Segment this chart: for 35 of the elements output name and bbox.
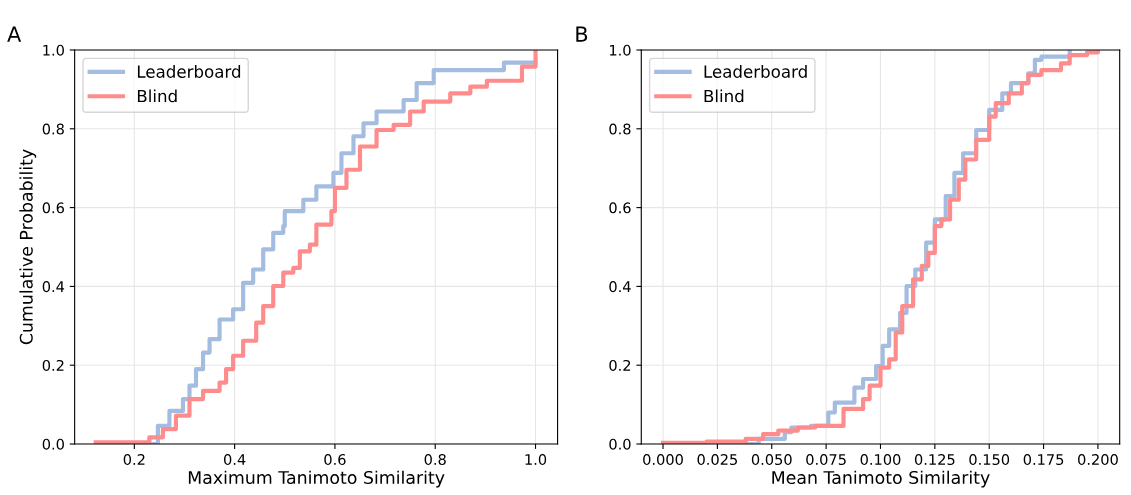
x-tick-label: 0.050 — [751, 453, 792, 466]
x-tick-label: 0.2 — [123, 453, 145, 466]
x-tick-label: 0.175 — [1023, 453, 1064, 466]
y-tick-label: 0.4 — [609, 281, 631, 293]
legend-label: Blind — [704, 89, 744, 103]
x-tick-label: 0.6 — [324, 453, 346, 466]
x-tick-label: 1.0 — [525, 453, 547, 466]
y-tick-label: 0.6 — [609, 202, 631, 214]
x-tick-label: 0.100 — [860, 453, 901, 466]
y-tick-label: 0.2 — [609, 359, 631, 371]
legend-label: Leaderboard — [137, 65, 241, 78]
y-tick-label: 0.6 — [42, 202, 65, 214]
y-tick-label: 0.8 — [609, 123, 631, 135]
y-tick-label: 1.0 — [609, 44, 631, 56]
x-axis-title: Mean Tanimoto Similarity — [772, 470, 990, 488]
y-tick-label: 0.8 — [42, 123, 64, 135]
x-tick-label: 0.200 — [1078, 453, 1118, 466]
chart-title: B — [576, 26, 588, 42]
x-tick-label: 0.4 — [223, 453, 246, 466]
y-tick-label: 0.4 — [42, 281, 65, 293]
x-tick-label: 0.000 — [643, 453, 683, 466]
y-tick-label: 0.2 — [42, 359, 64, 371]
y-tick-label: 1.0 — [43, 44, 64, 56]
legend-label: Blind — [137, 89, 177, 103]
chart-title: A — [7, 26, 22, 42]
y-tick-label: 0.0 — [42, 438, 64, 450]
y-axis-title: Cumulative Probability — [19, 149, 37, 345]
x-tick-label: 0.075 — [806, 453, 846, 466]
x-tick-label: 0.8 — [424, 453, 446, 466]
x-tick-label: 0.150 — [969, 453, 1010, 466]
x-axis-title: Maximum Tanimoto Similarity — [188, 470, 445, 488]
legend-label: Leaderboard — [704, 65, 807, 78]
x-tick-label: 0.125 — [914, 453, 955, 466]
x-tick-label: 0.025 — [697, 453, 737, 466]
y-tick-label: 0.0 — [609, 438, 631, 450]
